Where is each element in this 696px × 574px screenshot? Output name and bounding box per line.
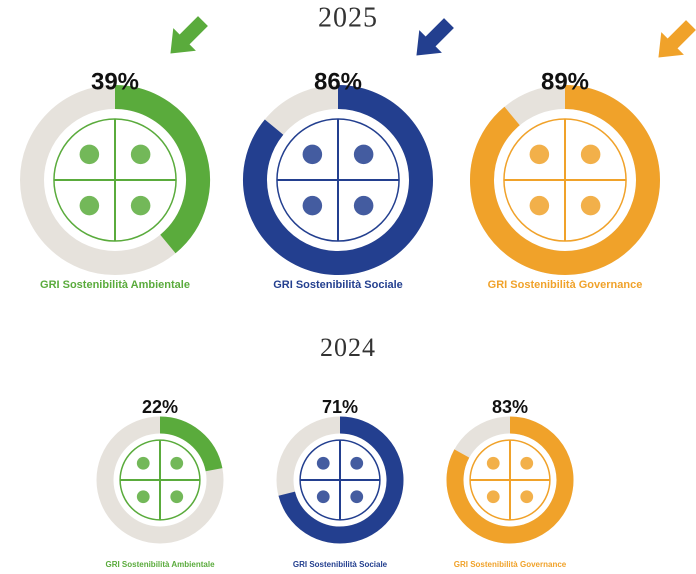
category-label: GRI Sostenibilità Ambientale [40,279,190,291]
icon [136,456,150,470]
icon [170,490,184,504]
year-title: 2024 [320,333,376,362]
icon [302,195,323,216]
icon [170,456,184,470]
icon [580,144,601,165]
icon [316,456,330,470]
icon [520,490,534,504]
year-title: 2025 [318,2,378,33]
icon [353,144,374,165]
icon [136,490,150,504]
donut-arc [278,416,404,544]
arrow [658,20,696,58]
donut-arc [159,416,223,472]
icon [350,490,364,504]
icon [580,195,601,216]
icon [302,144,323,165]
icon [529,144,550,165]
icon [520,456,534,470]
icon [79,144,100,165]
value-label: 83% [492,397,528,417]
value-label: 71% [322,397,358,417]
arrow [170,16,208,54]
icon [486,490,500,504]
icon [529,195,550,216]
icon [130,144,151,165]
donut-arc [114,85,210,254]
value-label: 86% [314,68,362,95]
donut-arc [243,85,433,275]
category-label: GRI Sostenibilità Ambientale [105,560,215,569]
category-label: GRI Sostenibilità Sociale [293,560,388,569]
value-label: 89% [541,68,589,95]
donut-arc [446,416,574,544]
category-label: GRI Sostenibilità Governance [488,279,643,291]
category-label: GRI Sostenibilità Governance [454,560,567,569]
icon [353,195,374,216]
icon [350,456,364,470]
value-label: 22% [142,397,178,417]
icon [316,490,330,504]
icon [79,195,100,216]
category-label: GRI Sostenibilità Sociale [273,279,403,291]
icon [486,456,500,470]
value-label: 39% [91,68,139,95]
icon [130,195,151,216]
arrow [416,18,454,56]
donut-arc [470,85,660,275]
